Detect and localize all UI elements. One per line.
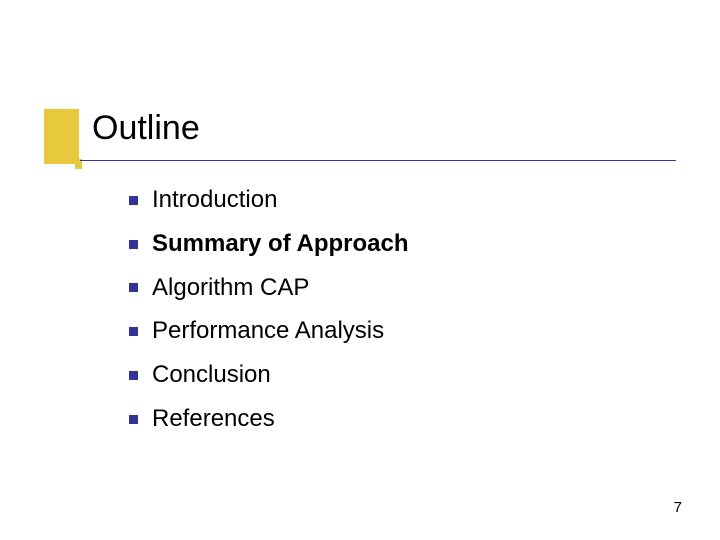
list-item-label: References bbox=[152, 402, 275, 437]
list-item: Conclusion bbox=[129, 358, 409, 393]
list-item: Summary of Approach bbox=[129, 227, 409, 262]
list-item-label: Performance Analysis bbox=[152, 314, 384, 349]
list-item-label: Introduction bbox=[152, 183, 277, 218]
square-bullet-icon bbox=[129, 283, 138, 292]
list-item-label: Algorithm CAP bbox=[152, 271, 309, 306]
square-bullet-icon bbox=[129, 196, 138, 205]
square-bullet-icon bbox=[129, 240, 138, 249]
list-item: Performance Analysis bbox=[129, 314, 409, 349]
slide-title: Outline bbox=[92, 109, 200, 148]
square-bullet-icon bbox=[129, 371, 138, 380]
list-item-label: Summary of Approach bbox=[152, 227, 409, 262]
square-bullet-icon bbox=[129, 327, 138, 336]
list-item: Algorithm CAP bbox=[129, 271, 409, 306]
list-item: Introduction bbox=[129, 183, 409, 218]
square-bullet-icon bbox=[129, 415, 138, 424]
list-item-label: Conclusion bbox=[152, 358, 271, 393]
list-item: References bbox=[129, 402, 409, 437]
page-number: 7 bbox=[674, 499, 682, 516]
accent-block bbox=[44, 109, 79, 164]
outline-list: Introduction Summary of Approach Algorit… bbox=[129, 183, 409, 446]
title-underline bbox=[80, 160, 676, 161]
